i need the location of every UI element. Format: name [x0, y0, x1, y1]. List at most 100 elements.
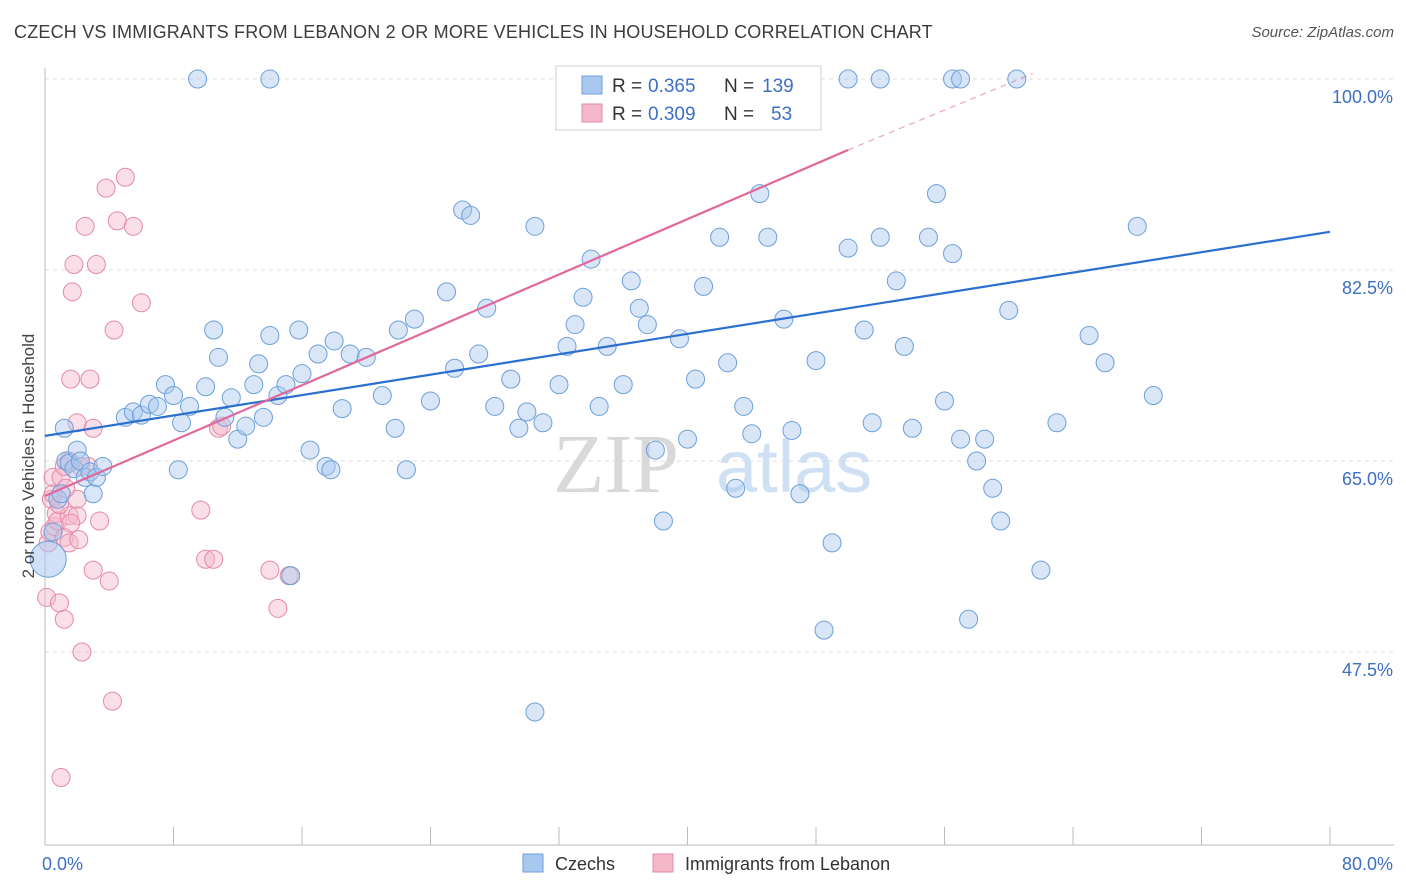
- czechs-point-20: [155, 375, 175, 395]
- czechs-point-34: [253, 407, 273, 427]
- x-tick-label-1: 80.0%: [1342, 854, 1393, 874]
- czechs-point-114: [999, 300, 1019, 320]
- czechs-point-26: [204, 320, 224, 340]
- legend-n-value-lebanon: 53: [771, 104, 792, 125]
- czechs-point-84: [710, 227, 730, 247]
- czechs-point-12: [83, 484, 103, 504]
- czechs-point-130: [951, 69, 971, 89]
- lebanon-point-20: [64, 255, 84, 275]
- czechs-point-53: [404, 309, 424, 329]
- czechs-point-41: [300, 440, 320, 460]
- lebanon-point-43: [204, 549, 224, 569]
- czechs-point-45: [324, 331, 344, 351]
- czechs-point-122: [188, 69, 208, 89]
- czechs-point-127: [838, 69, 858, 89]
- legend-n-value-czechs: 139: [762, 76, 794, 97]
- czechs-point-31: [236, 416, 256, 436]
- czechs-point-65: [525, 216, 545, 236]
- czechs-point-93: [790, 484, 810, 504]
- czechs-point-113: [991, 511, 1011, 531]
- czechs-point-67: [549, 375, 569, 395]
- czechs-point-40: [292, 364, 312, 384]
- czechs-point-78: [645, 440, 665, 460]
- lebanon-point-9: [49, 593, 69, 613]
- czechs-point-70: [573, 287, 593, 307]
- series-czechs-points: [29, 69, 1163, 722]
- czechs-point-8: [67, 440, 87, 460]
- czechs-point-19: [147, 396, 167, 416]
- czechs-point-82: [686, 369, 706, 389]
- lebanon-point-14: [54, 609, 74, 629]
- y-tick-label-2: 82.5%: [1342, 278, 1393, 298]
- czechs-point-47: [340, 344, 360, 364]
- czechs-point-66: [533, 413, 553, 433]
- czechs-point-49: [372, 386, 392, 406]
- czechs-point-98: [854, 320, 874, 340]
- czechs-point-37: [276, 375, 296, 395]
- lebanon-point-41: [191, 500, 211, 520]
- lebanon-point-22: [67, 506, 87, 526]
- czechs-point-117: [1079, 325, 1099, 345]
- czechs-point-99: [862, 413, 882, 433]
- tick-labels: 47.5% 65.0% 82.5% 100.0% 0.0% 80.0%: [42, 87, 1393, 874]
- lebanon-point-25: [72, 642, 92, 662]
- czechs-point-112: [983, 478, 1003, 498]
- czechs-point-119: [1127, 216, 1147, 236]
- czechs-point-62: [501, 369, 521, 389]
- czechs-point-56: [445, 358, 465, 378]
- czechs-point-107: [943, 244, 963, 264]
- czechs-point-110: [967, 451, 987, 471]
- lebanon-trend-extension: [847, 72, 1034, 151]
- bottom-legend-lebanon: Immigrants from Lebanon: [685, 854, 890, 874]
- lebanon-point-33: [96, 178, 116, 198]
- czechs-point-0: [29, 540, 67, 578]
- czechs-point-106: [935, 391, 954, 411]
- lebanon-point-39: [123, 216, 143, 236]
- czechs-point-46: [332, 399, 352, 419]
- czechs-trend-line: [44, 230, 1331, 437]
- czechs-point-118: [1095, 353, 1115, 373]
- czechs-point-108: [951, 429, 971, 449]
- bottom-legend-swatch-czechs: [522, 853, 544, 873]
- czechs-point-68: [557, 336, 577, 356]
- czechs-point-35: [260, 325, 280, 345]
- czechs-point-54: [421, 391, 440, 411]
- y-tick-label-0: 47.5%: [1342, 660, 1393, 680]
- czechs-point-74: [613, 375, 633, 395]
- czechs-point-50: [385, 418, 405, 438]
- legend-swatch-czechs: [581, 75, 603, 95]
- lebanon-point-36: [104, 320, 124, 340]
- x-tick-label-0: 0.0%: [42, 854, 83, 874]
- czechs-point-55: [437, 282, 457, 302]
- czechs-point-69: [565, 315, 585, 335]
- watermark: ZIP atlas: [553, 418, 872, 511]
- czechs-point-21: [164, 386, 183, 406]
- lebanon-trend-line: [44, 148, 849, 497]
- czechs-point-42: [308, 344, 328, 364]
- legend-n-label-czechs: N =: [724, 76, 754, 97]
- czechs-point-38: [281, 566, 301, 586]
- lebanon-point-40: [131, 293, 151, 313]
- czechs-point-64: [517, 402, 537, 422]
- czechs-point-24: [180, 396, 200, 416]
- czechs-point-111: [975, 429, 995, 449]
- legend-r-value-lebanon: 0.309: [648, 104, 696, 125]
- y-tick-label-1: 65.0%: [1342, 469, 1393, 489]
- legend-n-label-lebanon: N =: [724, 104, 754, 125]
- czechs-point-75: [621, 271, 641, 291]
- czechs-point-95: [814, 620, 834, 640]
- y-axis-label: 2 or more Vehicles in Household: [19, 334, 38, 579]
- legend-r-label-czechs: R =: [612, 76, 642, 97]
- czechs-point-44: [321, 460, 341, 480]
- legend-swatch-lebanon: [581, 103, 603, 123]
- y-tick-label-3: 100.0%: [1332, 87, 1393, 107]
- czechs-point-88: [742, 424, 762, 444]
- lebanon-point-34: [99, 571, 119, 591]
- czechs-point-27: [208, 347, 228, 367]
- czechs-point-29: [221, 388, 241, 408]
- lebanon-point-18: [61, 369, 81, 389]
- czechs-point-59: [469, 344, 489, 364]
- czechs-point-105: [926, 184, 946, 204]
- czechs-point-103: [902, 418, 922, 438]
